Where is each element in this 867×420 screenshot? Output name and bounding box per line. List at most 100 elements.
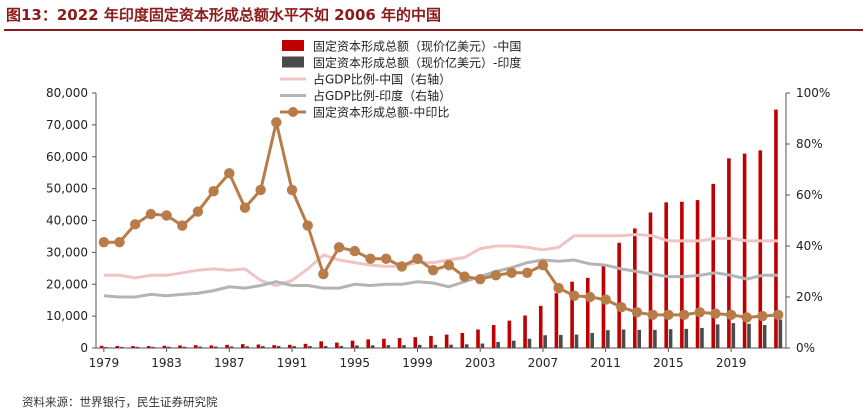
bar-china <box>633 228 637 348</box>
ratio-point <box>506 267 517 278</box>
bar-china <box>115 345 120 348</box>
bar-china <box>554 293 559 348</box>
ratio-point <box>490 270 502 281</box>
x-tick-label: 2019 <box>716 356 747 370</box>
bar-india <box>480 343 485 348</box>
bar-china <box>774 109 778 348</box>
left-tick-label: 10,000 <box>46 309 88 323</box>
bar-china <box>742 153 747 348</box>
bar-china <box>162 345 167 348</box>
bar-china <box>209 345 214 348</box>
bar-india <box>261 346 265 348</box>
ratio-point <box>412 253 423 264</box>
ratio-point <box>522 267 533 278</box>
ratio-point <box>349 245 360 257</box>
bar-india <box>214 346 218 348</box>
ratio-point <box>333 242 345 253</box>
bar-china <box>727 158 731 348</box>
bar-india <box>606 330 610 348</box>
left-tick-label: 40,000 <box>46 214 88 228</box>
bar-india <box>543 335 547 348</box>
bar-india <box>308 346 312 348</box>
bar-china <box>460 333 465 348</box>
ratio-point <box>130 219 141 230</box>
bar-india <box>229 346 234 348</box>
x-tick-label: 2015 <box>653 356 684 370</box>
ratio-point <box>443 259 455 271</box>
ratio-point <box>224 168 235 179</box>
bar-india <box>386 345 391 348</box>
bar-india <box>496 341 500 348</box>
line-india-gdp-share <box>103 258 779 299</box>
bar-india <box>715 324 720 348</box>
bar-china <box>523 315 527 348</box>
bar-india <box>511 340 516 348</box>
bar-china <box>648 212 653 348</box>
bar-china <box>240 344 245 348</box>
x-tick-label: 2003 <box>465 356 496 370</box>
bar-india <box>166 346 171 348</box>
x-tick-label: 2007 <box>528 356 559 370</box>
bar-india <box>700 327 704 348</box>
x-tick-label: 1999 <box>402 356 433 370</box>
ratio-point <box>647 309 658 321</box>
bar-china <box>366 339 371 348</box>
legend-label: 占GDP比例-中国（右轴） <box>313 72 451 87</box>
bar-china <box>225 344 229 348</box>
bar-india <box>637 329 642 348</box>
bar-china <box>146 346 151 348</box>
left-tick-label: 60,000 <box>46 150 88 164</box>
ratio-point <box>710 308 721 319</box>
x-tick-label: 1983 <box>151 356 182 370</box>
bar-china <box>538 305 543 348</box>
bar-china <box>617 242 621 348</box>
ratio-point <box>631 307 643 318</box>
bar-india <box>245 346 249 348</box>
bar-india <box>151 346 155 348</box>
bar-china <box>303 343 308 348</box>
ratio-point <box>286 184 298 196</box>
left-tick-label: 30,000 <box>46 245 88 259</box>
legend-marker <box>288 107 298 117</box>
ratio-point <box>380 253 392 264</box>
bar-china <box>444 334 449 348</box>
ratio-point <box>663 309 674 321</box>
bar-china <box>350 340 355 348</box>
bar-india <box>621 329 626 348</box>
bar-china <box>711 183 716 348</box>
ratio-point <box>208 185 219 197</box>
right-tick-label: 20% <box>796 290 823 304</box>
ratio-point <box>584 291 596 303</box>
bar-india <box>464 344 469 348</box>
ratio-point <box>271 117 282 128</box>
bar-india <box>339 345 344 348</box>
bar-india <box>292 346 297 348</box>
legend-label: 占GDP比例-印度（右轴） <box>313 88 451 103</box>
x-tick-label: 2011 <box>590 356 621 370</box>
bar-china <box>272 345 276 348</box>
bar-china <box>429 335 433 348</box>
ratio-point <box>772 309 784 321</box>
bar-china <box>178 345 182 348</box>
bar-india <box>574 334 579 348</box>
bar-india <box>590 333 594 348</box>
bar-china <box>256 344 261 348</box>
bar-india <box>449 344 453 348</box>
bar-china <box>758 150 763 348</box>
ratio-point <box>459 271 470 282</box>
bar-china <box>382 338 386 348</box>
left-tick-label: 80,000 <box>46 86 88 100</box>
line-china-gdp-share <box>103 232 779 288</box>
bar-india <box>668 329 673 348</box>
x-tick-label: 1979 <box>89 356 120 370</box>
ratio-point <box>600 294 611 305</box>
ratio-point <box>678 309 690 321</box>
x-tick-label: 1995 <box>339 356 370 370</box>
ratio-point <box>396 261 407 272</box>
right-tick-label: 40% <box>796 239 823 253</box>
ratio-point <box>694 307 705 318</box>
bar-india <box>104 347 108 348</box>
right-tick-label: 100% <box>796 86 830 100</box>
bar-india <box>559 334 563 348</box>
